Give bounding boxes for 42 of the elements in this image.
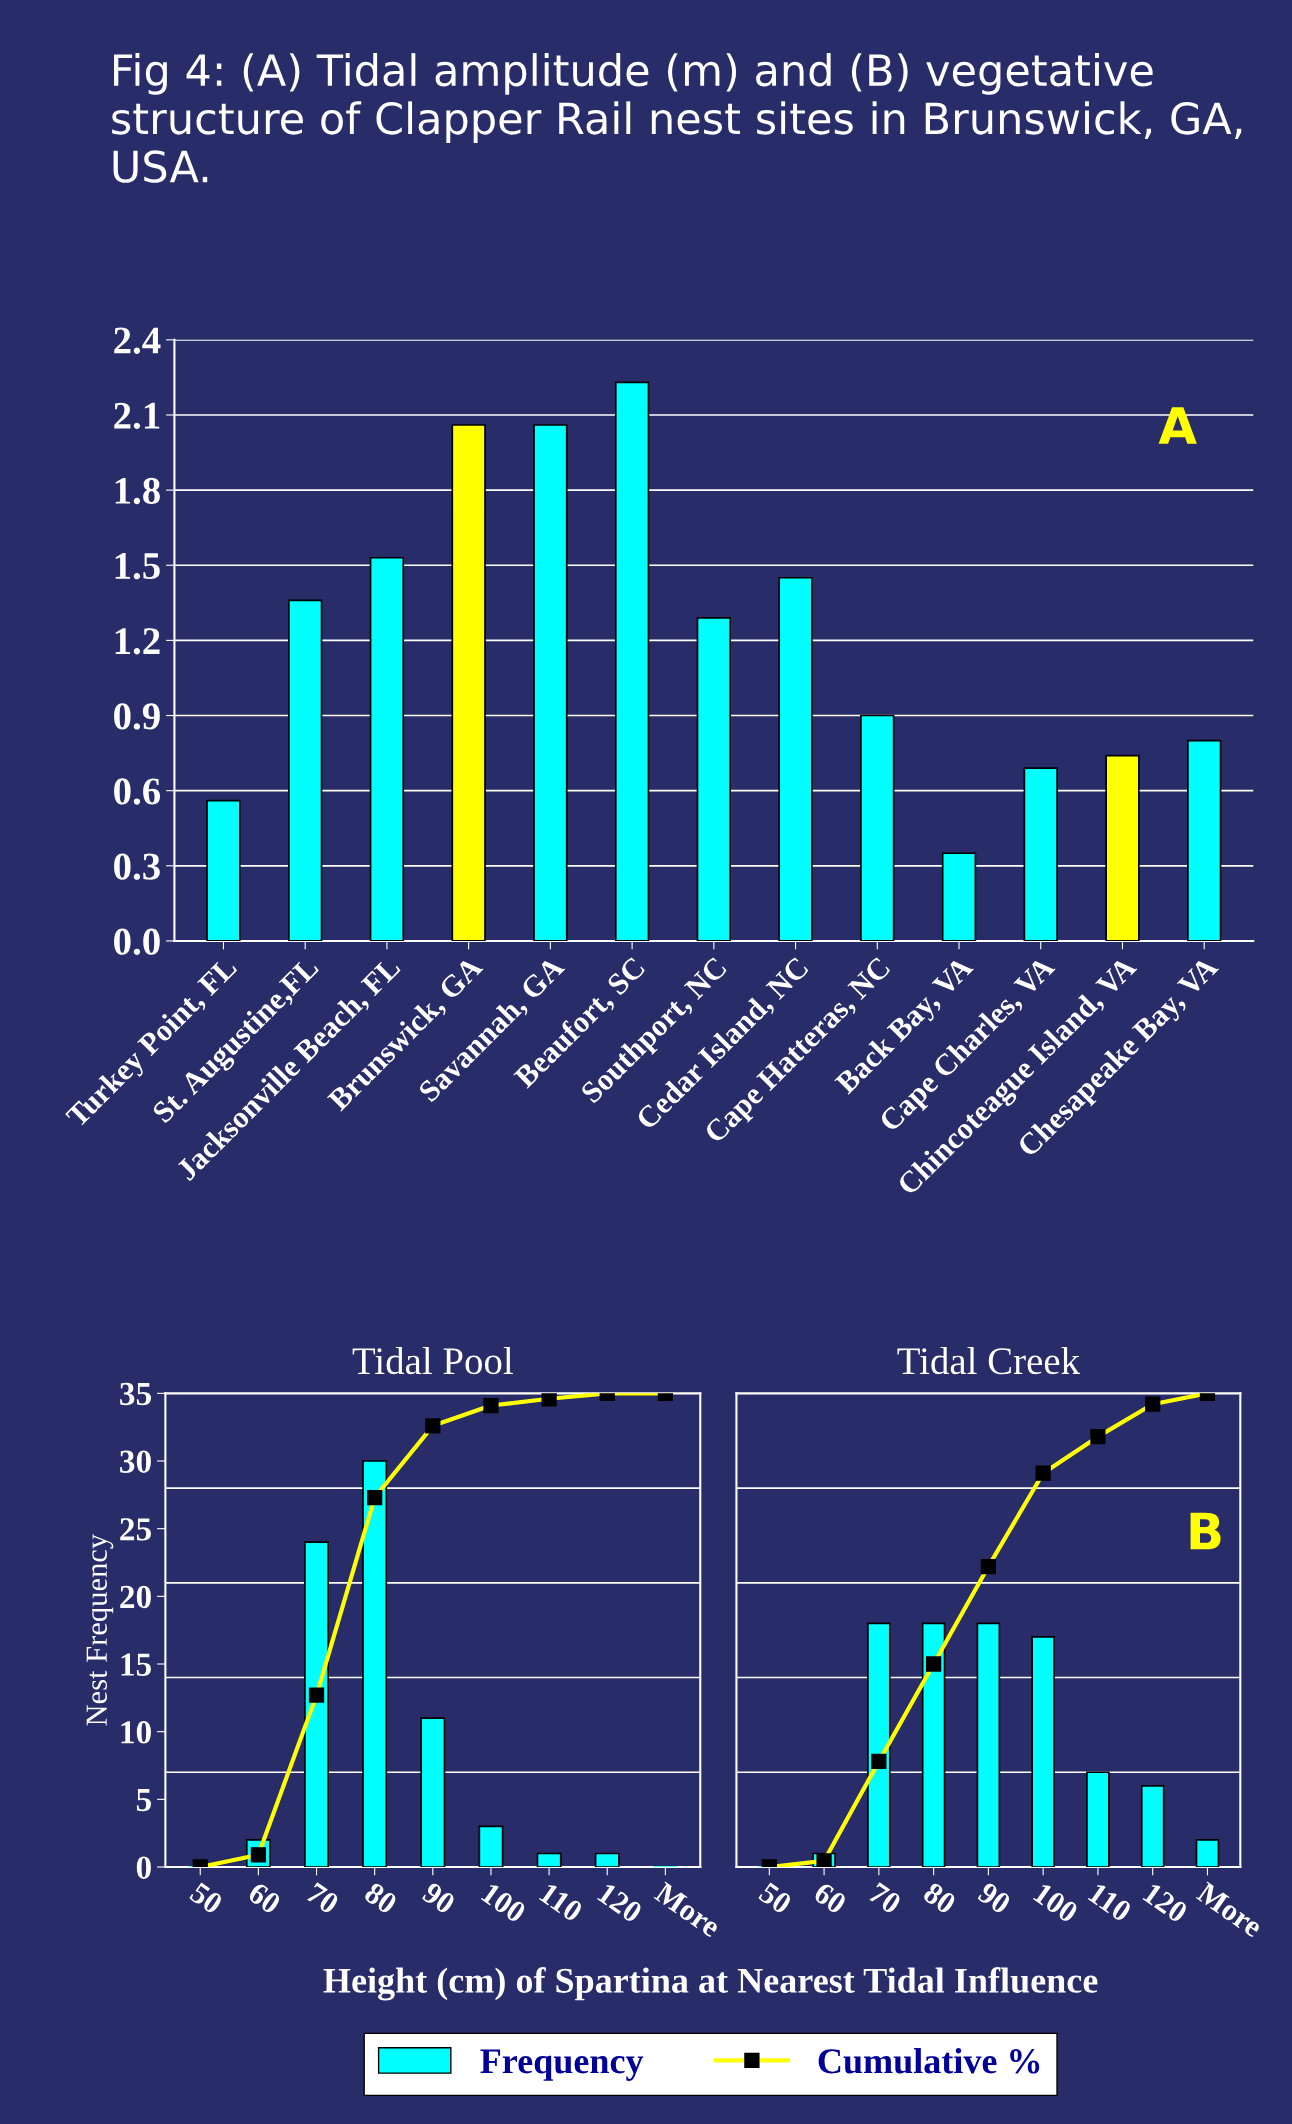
y-tick-label: 0.6 (114, 778, 161, 805)
x-tick-label: 100 (1032, 1882, 1080, 1924)
x-tick-label: 120 (596, 1882, 644, 1924)
x-tick-label: 110 (1087, 1882, 1133, 1923)
x-tick-label: 60 (246, 1881, 282, 1915)
x-tick-label: 60 (812, 1881, 848, 1915)
y-tick-label: 1.8 (115, 477, 160, 505)
x-tick-label: 50 (188, 1881, 224, 1915)
y-tick-label: 1.2 (115, 628, 160, 655)
y-tick-label: 0.0 (114, 928, 160, 955)
annotation: B (1190, 1512, 1221, 1550)
x-tick-label: 100 (480, 1882, 528, 1924)
y-tick-label: 2.1 (114, 402, 160, 430)
y-tick-label: 30 (120, 1450, 151, 1473)
y-axis-title: Nest Frequency (86, 1533, 114, 1726)
y-tick-label: 5 (136, 1789, 151, 1812)
chart-title: Fig 4: (A) Tidal amplitude (m) and (B) vegetative structure of Clapper Rail nest sites in Brunswick, GA, USA. (112, 53, 1242, 183)
x-tick-label: 50 (757, 1881, 793, 1915)
chart-title: Tidal Pool (352, 1346, 513, 1375)
x-tick-label: 80 (922, 1881, 958, 1915)
y-tick-label: 1.5 (115, 553, 160, 580)
legend-label: Cumulative % (818, 2048, 1040, 2074)
y-tick-label: 10 (121, 1721, 151, 1744)
x-tick-label: 90 (976, 1881, 1012, 1915)
y-tick-label: 20 (120, 1585, 151, 1609)
y-tick-label: 35 (120, 1382, 151, 1406)
chart-title: Tidal Creek (897, 1346, 1081, 1375)
y-tick-label: 15 (121, 1653, 151, 1676)
y-tick-label: 0.3 (114, 853, 160, 880)
y-tick-label: 25 (120, 1518, 151, 1541)
y-tick-label: 0 (136, 1856, 151, 1879)
x-tick-label: 120 (1142, 1882, 1189, 1924)
y-tick-label: 2.4 (114, 327, 161, 354)
y-tick-label: 0.9 (114, 703, 160, 730)
x-tick-label: 70 (305, 1881, 341, 1915)
x-tick-label: 70 (867, 1881, 903, 1915)
x-tick-label: 110 (538, 1882, 584, 1923)
x-tick-label: 90 (421, 1881, 457, 1915)
x-tick-label: 80 (363, 1881, 399, 1915)
legend-label: Frequency (480, 2049, 644, 2081)
annotation: A (1158, 407, 1197, 444)
x-axis-title: Height (cm) of Spartina at Nearest Tidal Influence (323, 1967, 1098, 2001)
